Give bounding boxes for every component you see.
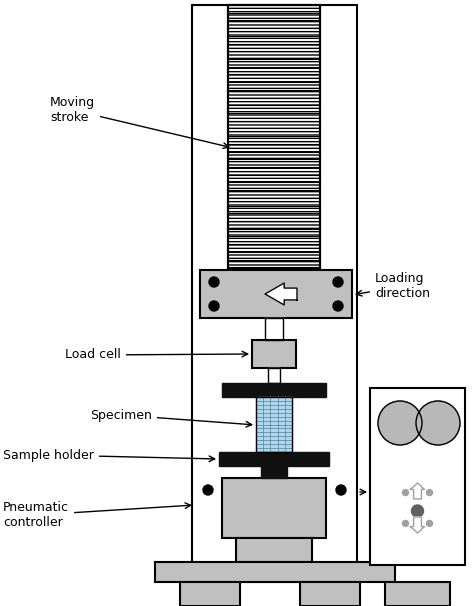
Bar (300, 582, 360, 606)
Bar (236, 538, 312, 562)
Bar (155, 562, 395, 582)
Text: Sample holder: Sample holder (3, 448, 215, 462)
Circle shape (203, 485, 213, 495)
Bar (228, 5, 320, 275)
Polygon shape (265, 318, 283, 340)
Circle shape (411, 505, 423, 517)
Circle shape (209, 277, 219, 287)
Text: Moving
stroke: Moving stroke (50, 96, 229, 148)
Polygon shape (261, 466, 287, 478)
Bar (200, 270, 352, 318)
Circle shape (209, 301, 219, 311)
Polygon shape (265, 283, 297, 305)
Bar (252, 340, 296, 368)
Polygon shape (219, 452, 329, 466)
Circle shape (333, 301, 343, 311)
Text: Load cell: Load cell (65, 348, 248, 362)
Circle shape (402, 521, 409, 527)
Circle shape (402, 490, 409, 496)
Circle shape (427, 490, 432, 496)
Bar (192, 5, 357, 582)
Polygon shape (410, 517, 425, 533)
Polygon shape (268, 368, 280, 383)
Bar (228, 5, 320, 275)
Circle shape (336, 485, 346, 495)
Circle shape (333, 277, 343, 287)
Bar (385, 582, 450, 606)
Polygon shape (410, 483, 425, 499)
Circle shape (378, 401, 422, 445)
Bar (222, 478, 326, 538)
Bar (370, 388, 465, 565)
Bar (180, 582, 240, 606)
Polygon shape (256, 397, 292, 452)
Text: Loading
direction: Loading direction (356, 272, 430, 300)
Circle shape (427, 521, 432, 527)
Polygon shape (222, 383, 326, 397)
Circle shape (416, 401, 460, 445)
Text: Pneumatic
controller: Pneumatic controller (3, 501, 191, 529)
Text: Specimen: Specimen (90, 408, 252, 427)
